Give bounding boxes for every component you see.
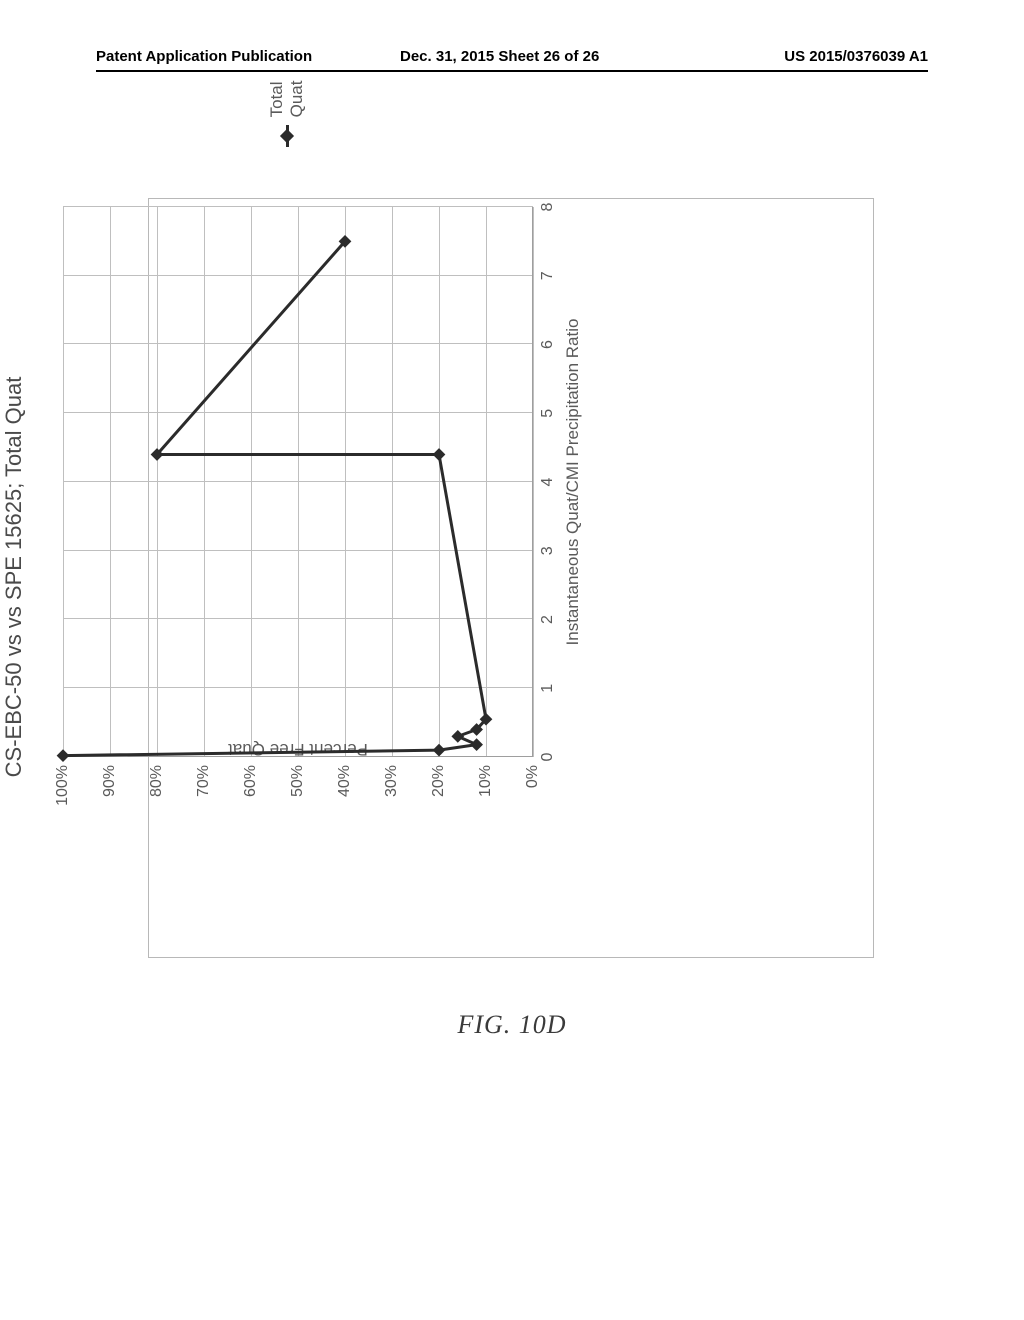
y-tick-label: 60%: [242, 757, 260, 797]
y-tick-label: 50%: [289, 757, 307, 797]
x-tick-label: 1: [533, 684, 557, 693]
x-tick-label: 5: [533, 409, 557, 418]
y-tick-label: 40%: [336, 757, 354, 797]
y-tick-label: 70%: [195, 757, 213, 797]
x-tick-label: 0: [533, 753, 557, 762]
page-header: Patent Application Publication Dec. 31, …: [0, 42, 1024, 74]
x-tick-label: 8: [533, 203, 557, 212]
y-tick-label: 0%: [524, 757, 542, 788]
y-tick-label: 20%: [430, 757, 448, 797]
x-tick-label: 6: [533, 340, 557, 349]
x-tick-label: 3: [533, 546, 557, 555]
header-publication-label: Patent Application Publication: [96, 48, 312, 65]
header-sheet-label: Dec. 31, 2015 Sheet 26 of 26: [400, 48, 599, 65]
y-tick-label: 10%: [477, 757, 495, 797]
plot-area: 0%10%20%30%40%50%60%70%80%90%100% 012345…: [63, 207, 533, 757]
legend-label: Total Quat: [267, 68, 307, 117]
header-patent-number: US 2015/0376039 A1: [784, 48, 928, 65]
y-tick-label: 100%: [54, 757, 72, 806]
y-tick-label: 80%: [148, 757, 166, 797]
legend: Total Quat: [267, 68, 307, 147]
header-rule: [96, 70, 928, 72]
x-axis-title: Instantaneous Quat/CMI Precipitation Rat…: [563, 207, 583, 757]
chart-container: CS-EBC-50 vs vs SPE 15625; Total Quat 0%…: [117, 327, 839, 827]
x-tick-label: 4: [533, 478, 557, 487]
data-series-svg: [63, 207, 533, 757]
x-tick-label: 7: [533, 271, 557, 280]
x-tick-label: 2: [533, 615, 557, 624]
y-tick-label: 30%: [383, 757, 401, 797]
legend-marker-icon: [286, 125, 289, 147]
chart-title: CS-EBC-50 vs vs SPE 15625; Total Quat: [1, 327, 27, 827]
y-tick-label: 90%: [101, 757, 119, 797]
figure-caption: FIG. 10D: [0, 1010, 1024, 1040]
